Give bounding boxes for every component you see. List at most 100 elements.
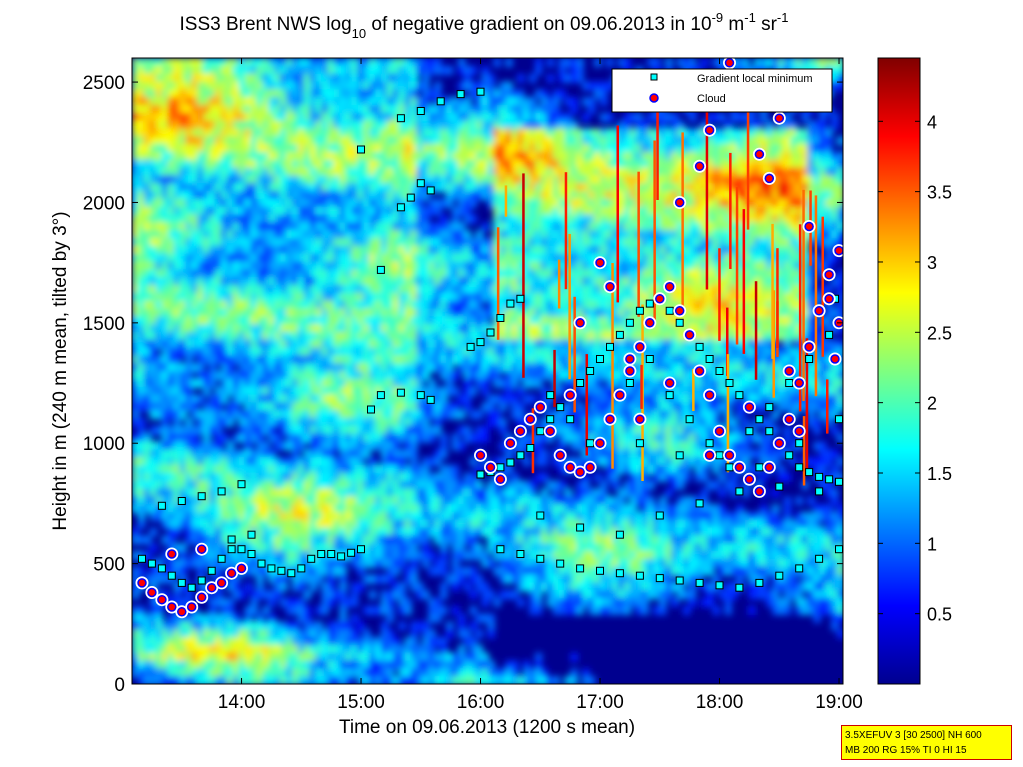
heatmap-cell [167,449,175,459]
heatmap-cell [446,136,454,146]
heatmap-cell [357,73,365,83]
heatmap-cell [315,89,324,99]
heatmap-cell [274,457,282,467]
heatmap-cell [155,316,164,326]
heatmap-cell [428,551,436,561]
heatmap-cell [149,97,158,107]
heatmap-cell [268,433,276,443]
heatmap-cell [410,144,418,154]
heatmap-cell [333,371,341,381]
heatmap-cell [446,198,454,209]
heatmap-cell [451,206,460,216]
heatmap-cell [523,363,531,373]
heatmap-cell [238,261,246,271]
heatmap-cell [416,159,424,169]
heatmap-cell [380,128,389,138]
heatmap-cell [209,629,217,639]
heatmap-cell [363,480,371,490]
heatmap-cell [493,198,501,209]
heatmap-cell [155,652,164,662]
heatmap-cell [132,214,140,224]
heatmap-cell [280,73,288,83]
heatmap-cell [191,167,199,177]
heatmap-cell [274,222,282,232]
heatmap-cell [274,120,282,130]
heatmap-cell [517,676,525,684]
heatmap-cell [499,394,507,404]
heatmap-cell [457,136,466,146]
heatmap-cell [386,637,395,647]
heatmap-cell [179,613,187,623]
heatmap-cell [286,277,294,287]
heatmap-cell [315,535,324,545]
heatmap-cell [374,480,383,490]
heatmap-cell [540,566,549,576]
heatmap-cell [149,676,158,684]
heatmap-cell [410,363,418,373]
heatmap-cell [333,175,341,185]
heatmap-cell [440,590,448,600]
heatmap-cell [369,371,377,381]
heatmap-cell [280,65,288,76]
heatmap-cell [446,175,454,185]
heatmap-cell [292,417,300,428]
heatmap-cell [517,316,525,326]
heatmap-cell [446,331,454,342]
heatmap-cell [457,167,466,177]
heatmap-cell [167,621,175,631]
heatmap-cell [256,245,264,256]
heatmap-cell [493,222,501,232]
heatmap-cell [191,238,199,248]
heatmap-cell [274,175,282,185]
heatmap-cell [469,128,478,138]
heatmap-cell [286,488,294,498]
heatmap-cell [214,590,223,600]
heatmap-cell [173,371,181,381]
heatmap-cell [209,269,217,279]
heatmap-cell [161,331,169,342]
heatmap-cell [238,97,246,107]
heatmap-cell [511,504,519,514]
heatmap-cell [191,394,199,404]
heatmap-cell [292,339,300,349]
heatmap-cell [416,214,424,224]
heatmap-cell [546,261,555,271]
heatmap-cell [369,167,377,177]
heatmap-cell [203,300,211,310]
heatmap-cell [416,167,424,177]
heatmap-cell [457,316,466,326]
heatmap-cell [457,535,466,545]
heatmap-cell [446,347,454,357]
heatmap-cell [132,222,140,232]
heatmap-cell [203,660,211,670]
heatmap-cell [398,261,406,271]
heatmap-cell [132,410,140,420]
heatmap-cell [416,425,424,436]
heatmap-cell [333,417,341,428]
heatmap-cell [203,292,211,303]
heatmap-cell [226,261,235,271]
heatmap-cell [481,496,489,506]
heatmap-cell [185,402,193,412]
heatmap-cell [315,167,324,177]
heatmap-cell [250,214,258,224]
heatmap-cell [546,269,555,279]
heatmap-cell [363,222,371,232]
heatmap-cell [434,347,442,357]
heatmap-cell [416,480,424,490]
heatmap-cell [280,386,288,396]
heatmap-cell [274,371,282,381]
heatmap-cell [262,449,270,459]
heatmap-cell [475,261,483,271]
heatmap-cell [238,464,246,475]
heatmap-cell [523,355,531,365]
heatmap-cell [463,660,472,670]
heatmap-cell [440,441,448,451]
heatmap-cell [179,191,187,201]
heatmap-cell [161,300,169,310]
heatmap-cell [244,300,252,310]
heatmap-cell [451,316,460,326]
heatmap-cell [422,488,430,498]
heatmap-cell [386,590,395,600]
heatmap-cell [155,464,164,475]
